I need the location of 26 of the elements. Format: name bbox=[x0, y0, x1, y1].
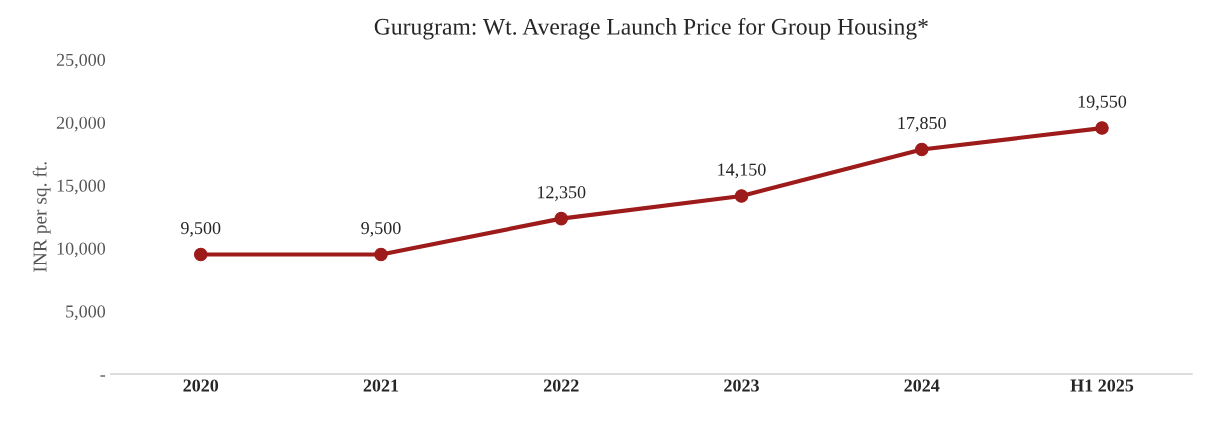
point bbox=[374, 247, 388, 262]
y-tick-label: 5,000 bbox=[66, 305, 106, 321]
point bbox=[193, 247, 208, 262]
x-tick-label: 2024 bbox=[904, 379, 940, 392]
text: 9,500 bbox=[181, 221, 221, 237]
text: 9,500 bbox=[361, 221, 401, 237]
y-axis-title: INR per sq. ft. bbox=[32, 162, 51, 272]
chart-title: Gurugram: Wt. Average Launch Price for Group Housing* bbox=[374, 17, 928, 40]
point bbox=[734, 189, 749, 203]
y-tick-label: 20,000 bbox=[56, 116, 106, 132]
text: 12,350 bbox=[538, 186, 586, 201]
point bbox=[914, 142, 929, 157]
text: 14,150 bbox=[718, 163, 766, 179]
x-tick-label: 2021 bbox=[363, 379, 399, 392]
text: 17,850 bbox=[898, 116, 946, 132]
y-tick-label: 15,000 bbox=[57, 179, 106, 195]
point bbox=[554, 211, 569, 226]
y-tick-label: - bbox=[100, 375, 106, 377]
x-tick-label: H1 2025 bbox=[1070, 379, 1134, 392]
text: 19,550 bbox=[1078, 95, 1127, 111]
x-tick-label: 2020 bbox=[183, 379, 219, 392]
point bbox=[1095, 121, 1109, 135]
y-tick-label: 10,000 bbox=[57, 242, 106, 258]
x-tick-label: 2023 bbox=[724, 379, 759, 392]
y-tick-label: 25,000 bbox=[56, 53, 106, 69]
x-tick-label: 2022 bbox=[543, 379, 579, 392]
